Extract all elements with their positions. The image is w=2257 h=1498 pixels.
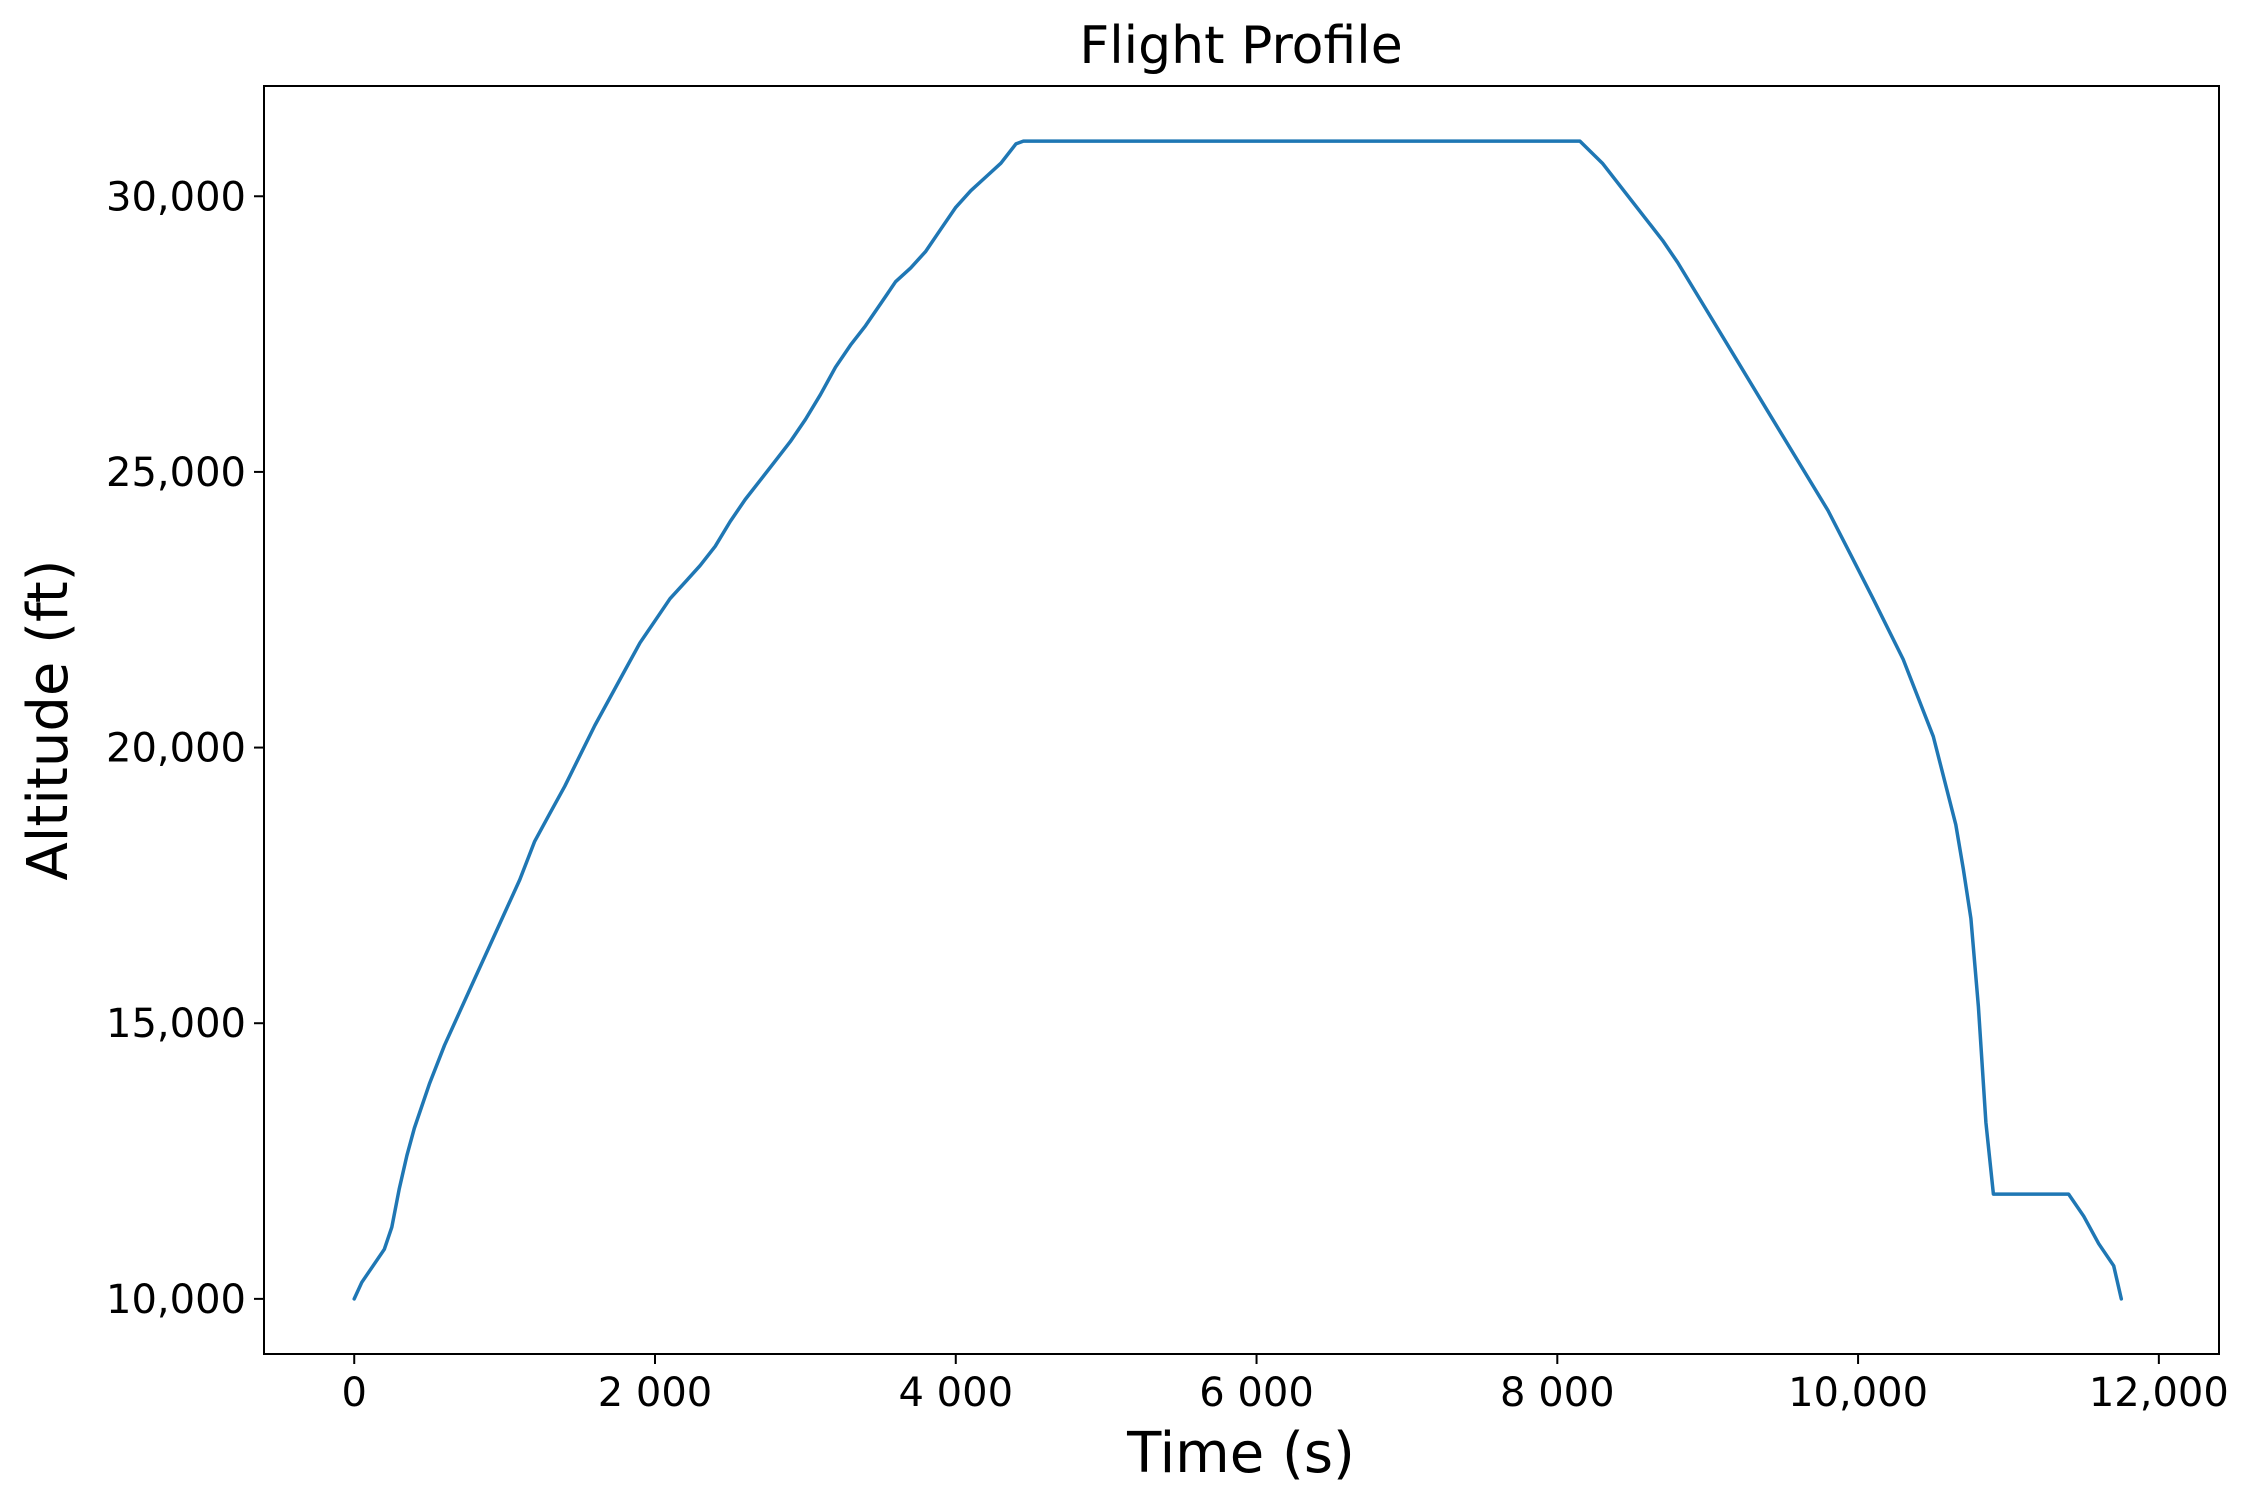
y-tick-label: 15,000 (106, 1001, 246, 1047)
x-tick-label: 6 000 (1199, 1370, 1314, 1416)
x-tick-label: 8 000 (1500, 1370, 1615, 1416)
x-tick-label: 10,000 (1788, 1370, 1928, 1416)
y-tick-label: 30,000 (106, 174, 246, 220)
x-axis-label: Time (s) (1126, 1421, 1355, 1486)
series-layer (352, 139, 2124, 1301)
y-tick-label: 25,000 (106, 450, 246, 496)
y-tick-label: 20,000 (106, 726, 246, 772)
x-tick-label: 2 000 (598, 1370, 713, 1416)
y-tick-label: 10,000 (106, 1277, 246, 1323)
x-tick-label: 4 000 (899, 1370, 1014, 1416)
altitude-series-line (352, 139, 2124, 1301)
y-axis-ticks: 10,000 15,000 20,000 25,000 30,000 (106, 174, 264, 1323)
x-tick-label: 12,000 (2089, 1370, 2229, 1416)
chart-title: Flight Profile (1079, 16, 1402, 76)
x-tick-label: 0 (342, 1370, 367, 1416)
plot-area-frame (263, 85, 2220, 1355)
y-axis-label: Altitude (ft) (16, 559, 81, 880)
x-axis-ticks: 0 2 000 4 000 6 000 8 000 10,000 12,000 (342, 1354, 2229, 1416)
